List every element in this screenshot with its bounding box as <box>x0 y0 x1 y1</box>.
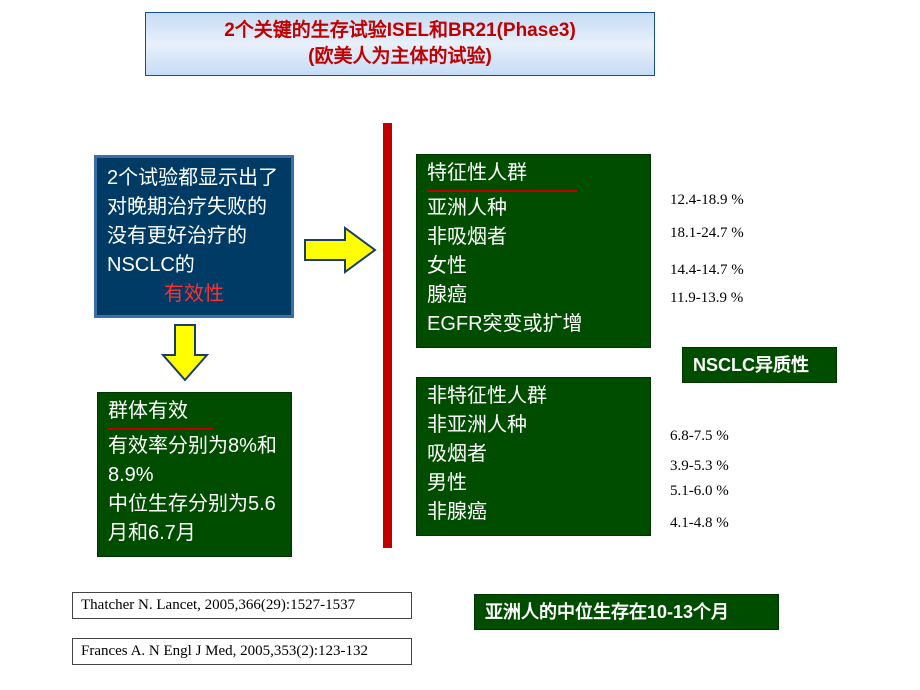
blue-red-text: 有效性 <box>164 283 224 305</box>
red-vertical-divider <box>383 123 392 548</box>
nonchar-item-3: 非腺癌 <box>427 501 487 523</box>
title-line1: 2个关键的生存试验ISEL和BR21(Phase3) <box>224 18 576 44</box>
pct-bot-1: 3.9-5.3 % <box>670 458 729 475</box>
char-item-1: 非吸烟者 <box>427 226 507 248</box>
char-item-4: EGFR突变或扩增 <box>427 313 583 335</box>
title-line2: (欧美人为主体的试验) <box>308 44 492 70</box>
asian-survival-box: 亚洲人的中位生存在10-13个月 <box>474 594 779 630</box>
heterogeneity-label: NSCLC异质性 <box>693 355 809 375</box>
nonchar-item-1: 吸烟者 <box>427 443 487 465</box>
green-box-group-effective: 群体有效 有效率分别为8%和8.9% 中位生存分别为5.6月和6.7月 <box>97 392 292 557</box>
green-box-characteristic: 特征性人群 亚洲人种 非吸烟者 女性 腺癌 EGFR突变或扩增 <box>416 154 651 348</box>
pct-top-2: 14.4-14.7 % <box>670 262 744 279</box>
char-item-0: 亚洲人种 <box>427 197 507 219</box>
ref2-text: Frances A. N Engl J Med, 2005,353(2):123… <box>81 643 368 659</box>
pct-top-3: 11.9-13.9 % <box>670 290 743 307</box>
pct-top-0: 12.4-18.9 % <box>670 192 744 209</box>
title-box: 2个关键的生存试验ISEL和BR21(Phase3) (欧美人为主体的试验) <box>145 12 655 76</box>
pct-bot-2: 5.1-6.0 % <box>670 483 729 500</box>
pct-bot-0: 6.8-7.5 % <box>670 428 729 445</box>
green-left-line1: 有效率分别为8%和8.9% <box>108 435 277 486</box>
underline-icon <box>108 428 213 430</box>
char-item-2: 女性 <box>427 255 467 277</box>
pct-top-1: 18.1-24.7 % <box>670 225 744 242</box>
green-box-noncharacteristic: 非特征性人群 非亚洲人种 吸烟者 男性 非腺癌 <box>416 377 651 536</box>
blue-text: 2个试验都显示出了对晚期治疗失败的没有更好治疗的NSCLC的 <box>107 167 278 276</box>
nonchar-heading: 非特征性人群 <box>427 385 547 407</box>
asian-survival-text: 亚洲人的中位生存在10-13个月 <box>485 602 729 622</box>
nonchar-item-0: 非亚洲人种 <box>427 414 527 436</box>
ref1-text: Thatcher N. Lancet, 2005,366(29):1527-15… <box>81 597 355 613</box>
green-left-heading: 群体有效 <box>108 397 281 426</box>
nonchar-item-2: 男性 <box>427 472 467 494</box>
nsclc-heterogeneity-box: NSCLC异质性 <box>682 347 837 383</box>
underline-icon <box>427 190 577 192</box>
green-left-line2: 中位生存分别为5.6月和6.7月 <box>108 493 276 544</box>
char-heading: 特征性人群 <box>427 159 640 188</box>
char-item-3: 腺癌 <box>427 284 467 306</box>
arrow-right-icon <box>300 225 380 275</box>
reference-1: Thatcher N. Lancet, 2005,366(29):1527-15… <box>72 592 412 619</box>
arrow-down-icon <box>160 320 210 385</box>
reference-2: Frances A. N Engl J Med, 2005,353(2):123… <box>72 638 412 665</box>
blue-summary-box: 2个试验都显示出了对晚期治疗失败的没有更好治疗的NSCLC的 有效性 <box>94 155 294 318</box>
pct-bot-3: 4.1-4.8 % <box>670 515 729 532</box>
